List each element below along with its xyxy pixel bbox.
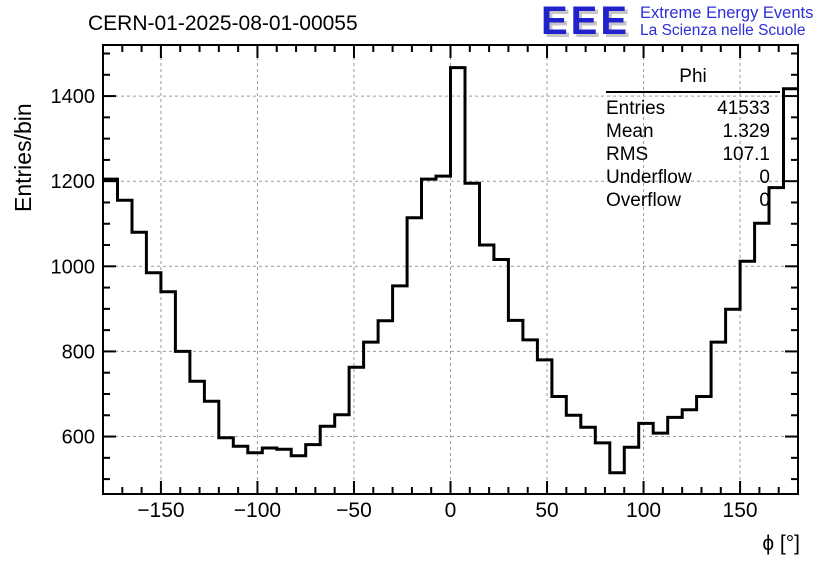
stats-row-value: 0	[759, 167, 770, 188]
stats-row-label: RMS	[606, 144, 649, 165]
stats-row: Entries 41533	[606, 97, 780, 120]
x-tick-label: −100	[234, 499, 281, 522]
stats-row-value: 41533	[717, 98, 770, 119]
stats-row-label: Underflow	[606, 167, 692, 188]
histogram-line	[103, 66, 798, 475]
y-axis-title: Entries/bin	[10, 103, 36, 212]
stats-rows: Entries 41533 Mean 1.329 RMS 107.1 Underflow 0 O…	[606, 93, 780, 212]
eee-logo: EEE Extreme Energy Events La Scienza nel…	[541, 0, 813, 43]
y-tick-label: 600	[62, 427, 95, 449]
stats-title: Phi	[606, 66, 780, 93]
x-tick-label: −150	[137, 499, 184, 522]
eee-logo-acronym: EEE	[541, 0, 631, 43]
y-tick-label: 1000	[51, 256, 96, 278]
eee-logo-text: Extreme Energy Events La Scienza nelle S…	[640, 4, 813, 40]
stats-row-value: 107.1	[722, 144, 770, 165]
eee-logo-line2: La Scienza nelle Scuole	[640, 22, 806, 39]
stats-row: Mean 1.329	[606, 120, 780, 143]
y-tick-label: 800	[62, 341, 95, 363]
x-axis-title: ϕ [°]	[762, 532, 800, 555]
x-tick-label: 100	[626, 499, 661, 522]
stats-panel: Phi Entries 41533 Mean 1.329 RMS 107.1 Underfl…	[606, 66, 780, 212]
stats-row-value: 0	[759, 190, 770, 211]
stats-row-label: Entries	[606, 98, 666, 119]
stats-row: Overflow 0	[606, 189, 780, 212]
stats-row-value: 1.329	[722, 121, 770, 142]
x-tick-label: −50	[336, 499, 372, 522]
stats-row: RMS 107.1	[606, 143, 780, 166]
stats-row-label: Mean	[606, 121, 654, 142]
x-tick-label: 0	[445, 499, 457, 522]
eee-logo-line1: Extreme Energy Events	[640, 4, 814, 22]
x-tick-label: 150	[723, 499, 758, 522]
x-tick-label: 50	[535, 499, 558, 522]
stats-row: Underflow 0	[606, 166, 780, 189]
y-tick-label: 1200	[51, 171, 96, 193]
page-title: CERN-01-2025-08-01-00055	[88, 12, 358, 35]
stats-row-label: Overflow	[606, 190, 681, 211]
y-tick-label: 1400	[51, 86, 96, 108]
plot-frame	[102, 44, 799, 495]
